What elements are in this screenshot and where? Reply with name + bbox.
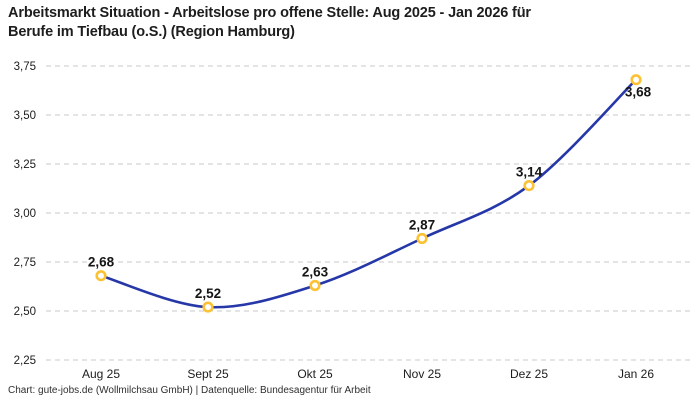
data-point-label: 2,68 <box>88 255 115 270</box>
x-axis-label: Sept 25 <box>187 367 229 381</box>
x-axis-label: Nov 25 <box>403 367 441 381</box>
x-axis-label: Okt 25 <box>297 367 333 381</box>
data-point-marker <box>523 180 535 192</box>
data-point-marker <box>95 270 107 282</box>
data-point-marker <box>309 279 321 292</box>
data-point-label: 2,63 <box>302 265 329 280</box>
y-tick-label: 3,25 <box>14 159 36 171</box>
x-axis-label: Aug 25 <box>82 367 120 381</box>
chart-title: Arbeitsmarkt Situation - Arbeitslose pro… <box>8 5 531 40</box>
y-tick-label: 2,75 <box>14 257 36 269</box>
y-tick-label: 2,25 <box>14 355 36 367</box>
y-tick-label: 3,00 <box>14 208 36 220</box>
data-point-label: 3,68 <box>625 85 652 100</box>
data-point-marker <box>202 301 214 313</box>
data-point-label: 2,87 <box>409 217 435 232</box>
y-tick-label: 3,50 <box>14 110 36 122</box>
data-point-marker <box>630 74 642 86</box>
data-point-marker <box>416 232 428 245</box>
series-line <box>99 78 638 309</box>
data-point-label: 3,14 <box>516 165 543 180</box>
y-tick-label: 3,75 <box>14 61 36 73</box>
x-axis-label: Dez 25 <box>510 367 548 381</box>
data-point-label: 2,52 <box>195 286 221 301</box>
chart-credit: Chart: gute-jobs.de (Wollmilchsau GmbH) … <box>8 385 371 396</box>
y-tick-label: 2,50 <box>14 306 36 318</box>
x-axis-label: Jan 26 <box>618 367 654 381</box>
